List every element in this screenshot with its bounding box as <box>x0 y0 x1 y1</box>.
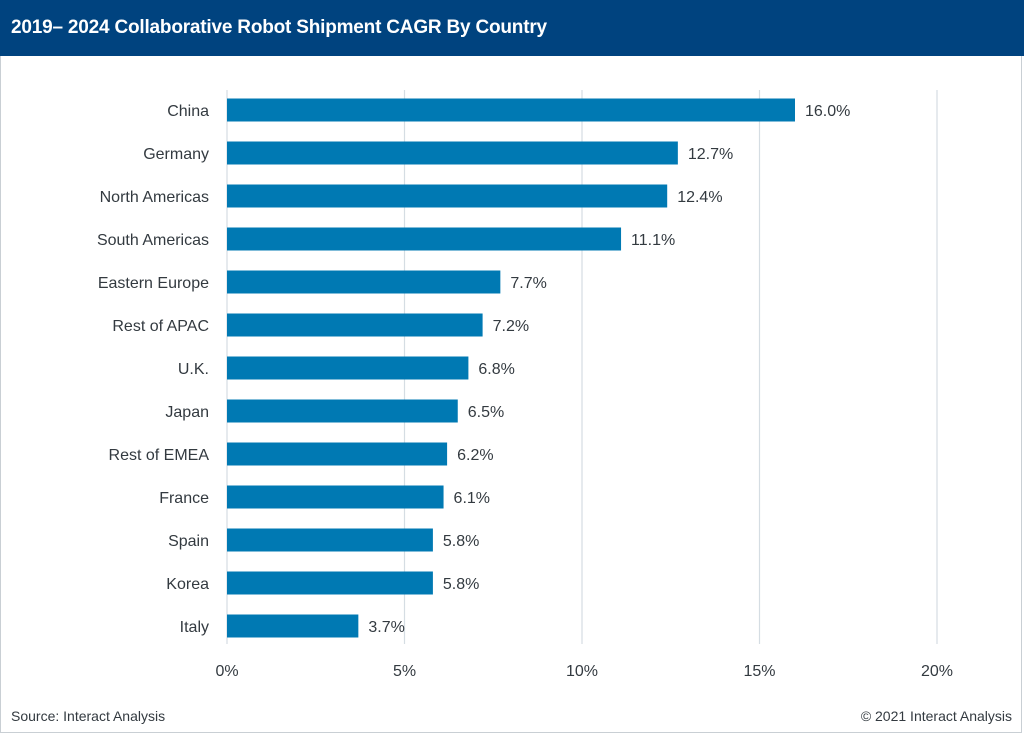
bar-france <box>227 485 444 509</box>
category-label: Korea <box>166 576 209 593</box>
bar-spain <box>227 528 433 552</box>
bar-u-k <box>227 356 469 380</box>
category-label: North Americas <box>100 189 209 206</box>
bar-germany <box>227 141 678 165</box>
data-label: 6.8% <box>478 361 514 378</box>
category-label: Japan <box>165 404 209 421</box>
category-label: Rest of APAC <box>112 318 209 335</box>
x-tick-label: 5% <box>393 663 416 680</box>
data-label: 5.8% <box>443 576 479 593</box>
data-label: 5.8% <box>443 533 479 550</box>
data-label: 6.2% <box>457 447 493 464</box>
data-label: 6.5% <box>468 404 504 421</box>
bar-rest-of-apac <box>227 313 483 337</box>
category-label: Rest of EMEA <box>109 447 210 464</box>
category-label: Spain <box>168 533 209 550</box>
data-label: 3.7% <box>368 619 404 636</box>
bar-south-americas <box>227 227 622 251</box>
bar-japan <box>227 399 458 423</box>
bar-china <box>227 98 795 122</box>
data-label: 12.7% <box>688 146 733 163</box>
bar-eastern-europe <box>227 270 501 294</box>
data-label: 12.4% <box>677 189 722 206</box>
x-tick-label: 20% <box>921 663 953 680</box>
chart-title: 2019– 2024 Collaborative Robot Shipment … <box>11 17 547 38</box>
x-tick-label: 15% <box>743 663 775 680</box>
category-label: South Americas <box>97 232 209 249</box>
bar-italy <box>227 614 359 638</box>
bar-chart: 0% 5% 10% 15% 20% China 16.0% Germany 12.7% North… <box>97 90 953 680</box>
category-label: France <box>159 490 209 507</box>
data-label: 7.7% <box>510 275 546 292</box>
x-tick-label: 0% <box>215 663 238 680</box>
x-tick-label: 10% <box>566 663 598 680</box>
category-label: Germany <box>143 146 209 163</box>
chart-header: 2019– 2024 Collaborative Robot Shipment … <box>0 0 1024 56</box>
data-label: 7.2% <box>493 318 529 335</box>
data-label: 11.1% <box>631 232 675 249</box>
bar-korea <box>227 571 433 595</box>
category-label: China <box>167 103 209 120</box>
bar-rest-of-emea <box>227 442 448 466</box>
data-label: 6.1% <box>454 490 490 507</box>
source-note: Source: Interact Analysis <box>11 708 166 724</box>
category-label: U.K. <box>178 361 209 378</box>
category-label: Italy <box>180 619 209 636</box>
bar-north-americas <box>227 184 668 208</box>
category-label: Eastern Europe <box>98 275 209 292</box>
copyright-note: © 2021 Interact Analysis <box>860 708 1012 724</box>
data-label: 16.0% <box>805 103 850 120</box>
